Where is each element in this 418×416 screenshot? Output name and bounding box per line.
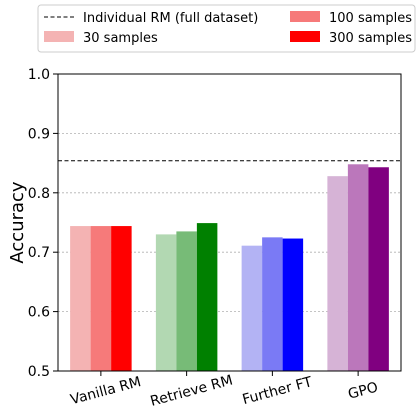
bar [196,223,218,371]
bar [327,176,348,371]
y-tick-label: 0.9 [28,126,50,142]
legend-swatch [290,11,320,22]
y-tick-label: 0.7 [28,245,50,261]
legend-label: 100 samples [329,11,412,26]
bar [155,234,177,371]
legend-label: 300 samples [329,31,412,46]
legend-swatch [44,31,74,42]
bar [241,245,263,371]
legend-swatch [290,31,320,42]
y-tick-label: 0.8 [28,186,50,202]
plot-frame [57,73,402,372]
bar [70,226,91,371]
y-tick-label: 0.5 [28,364,50,380]
bar [368,167,389,371]
legend-label: 30 samples [83,31,158,46]
bar [111,226,132,371]
x-tick-label: GPO [346,379,379,402]
x-tick-label: Further FT [241,374,315,408]
bar [347,164,369,371]
x-tick-label: Retrieve RM [149,372,235,409]
bar [282,238,304,371]
legend-label: Individual RM (full dataset) [83,11,258,26]
bar [90,226,112,371]
bar [262,237,283,371]
y-axis-label: Accuracy [7,181,28,264]
y-tick-label: 0.6 [28,305,50,321]
bar [176,231,197,371]
x-tick-label: Vanilla RM [69,374,143,408]
y-tick-label: 1.0 [28,67,50,83]
legend-box [37,4,416,53]
